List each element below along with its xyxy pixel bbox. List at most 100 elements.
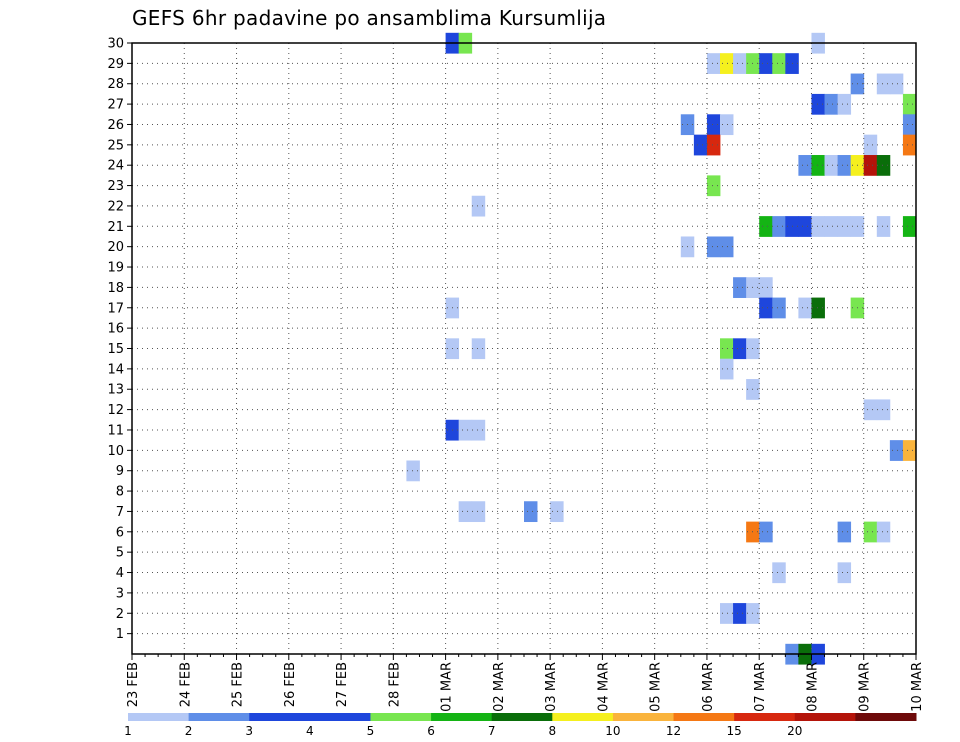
legend-swatch [188, 713, 250, 721]
y-tick-label: 20 [107, 240, 124, 255]
precip-cell [720, 236, 734, 258]
legend-label: 2 [185, 724, 193, 738]
y-tick-label: 5 [116, 546, 124, 561]
precip-cell [706, 134, 721, 156]
precip-cell [471, 419, 486, 441]
precip-cell [837, 216, 852, 237]
y-tick-label: 25 [107, 138, 124, 153]
color-legend: 1 2 3 4 5 6 7 8 10 12 15 20 [124, 713, 917, 738]
precip-cell [720, 603, 734, 624]
legend-label: 5 [367, 724, 375, 738]
precip-cell [876, 216, 891, 237]
grid-lines [132, 43, 916, 654]
y-axis: 1234567891011121314151617181920212223242… [107, 37, 132, 642]
precip-cell [811, 216, 825, 237]
precip-cell [733, 603, 747, 624]
y-tick-label: 22 [107, 199, 124, 214]
legend-swatch [491, 713, 553, 721]
x-tick-label: 05 MAR [649, 662, 664, 712]
data-cells [406, 32, 917, 665]
x-tick-label: 03 MAR [544, 662, 559, 712]
y-tick-label: 26 [107, 118, 124, 133]
legend-swatch [612, 713, 675, 721]
precip-cell [824, 216, 838, 237]
x-tick-label: 09 MAR [858, 662, 873, 712]
x-axis: 23 FEB 24 FEB 25 FEB 26 FEB 27 FEB 28 FEB 01 M… [126, 654, 925, 712]
precip-cell [720, 114, 734, 136]
precip-cell [471, 501, 486, 523]
precip-cell [733, 53, 747, 74]
x-tick-label: 02 MAR [492, 662, 507, 712]
precip-cell [837, 155, 852, 176]
precip-cell [706, 114, 721, 136]
precip-cell [471, 338, 486, 360]
legend-label: 20 [787, 724, 802, 738]
precip-cell [902, 93, 917, 115]
precip-cell [759, 53, 773, 74]
precip-cell [798, 297, 812, 319]
y-tick-label: 15 [107, 342, 124, 357]
legend-swatch [794, 713, 856, 721]
x-tick-label: 24 FEB [178, 662, 193, 707]
precip-cell [902, 216, 917, 237]
legend-swatch [673, 713, 735, 721]
legend-swatch [552, 713, 614, 721]
x-tick-label: 01 MAR [440, 662, 455, 712]
y-tick-label: 18 [107, 281, 124, 296]
precip-cell [876, 521, 891, 543]
precip-cell [706, 236, 721, 258]
precip-cell [811, 155, 825, 176]
precip-cell [458, 419, 473, 441]
precip-cell [759, 297, 773, 319]
precip-cell [733, 338, 747, 360]
precip-cell [693, 134, 708, 156]
precip-cell [902, 134, 917, 156]
y-tick-label: 10 [107, 444, 124, 459]
legend-label: 3 [245, 724, 253, 738]
y-tick-label: 14 [107, 362, 124, 377]
y-tick-label: 7 [116, 505, 124, 520]
precip-cell [772, 562, 786, 584]
precip-cell [876, 155, 891, 176]
legend-swatch [370, 713, 432, 721]
precip-cell [902, 114, 917, 136]
precip-cell [720, 53, 734, 74]
precip-cell [876, 399, 891, 421]
x-tick-label: 27 FEB [335, 662, 350, 707]
x-tick-label: 28 FEB [387, 662, 402, 707]
legend-swatch [309, 713, 371, 721]
x-tick-label: 10 MAR [910, 662, 925, 712]
precip-cell [706, 175, 721, 197]
legend-swatch [734, 713, 796, 721]
precip-cell [720, 358, 734, 380]
precip-cell [811, 297, 825, 319]
legend-label: 7 [488, 724, 496, 738]
y-tick-label: 17 [107, 301, 124, 316]
precip-cell [720, 338, 734, 360]
precip-cell [772, 53, 786, 74]
precip-cell [759, 216, 773, 237]
y-tick-label: 12 [107, 403, 124, 418]
precip-cell [759, 277, 773, 298]
y-tick-label: 27 [107, 98, 124, 113]
precip-cell [876, 73, 891, 95]
precip-cell [772, 297, 786, 319]
legend-label: 15 [727, 724, 742, 738]
legend-label: 6 [427, 724, 435, 738]
legend-label: 12 [666, 724, 681, 738]
y-tick-label: 4 [116, 566, 124, 581]
y-tick-label: 21 [107, 220, 124, 235]
precip-cell [824, 155, 838, 176]
plot-frame [131, 42, 917, 655]
chart-title: GEFS 6hr padavine po ansamblima Kursumli… [132, 6, 607, 30]
precip-cell [837, 562, 852, 584]
x-tick-label: 07 MAR [753, 662, 768, 712]
legend-label: 4 [306, 724, 314, 738]
legend-swatch [855, 713, 917, 721]
y-tick-label: 3 [116, 586, 124, 601]
precip-cell [798, 155, 812, 176]
precip-cell [837, 521, 852, 543]
precip-cell [458, 501, 473, 523]
y-tick-label: 30 [107, 37, 124, 52]
